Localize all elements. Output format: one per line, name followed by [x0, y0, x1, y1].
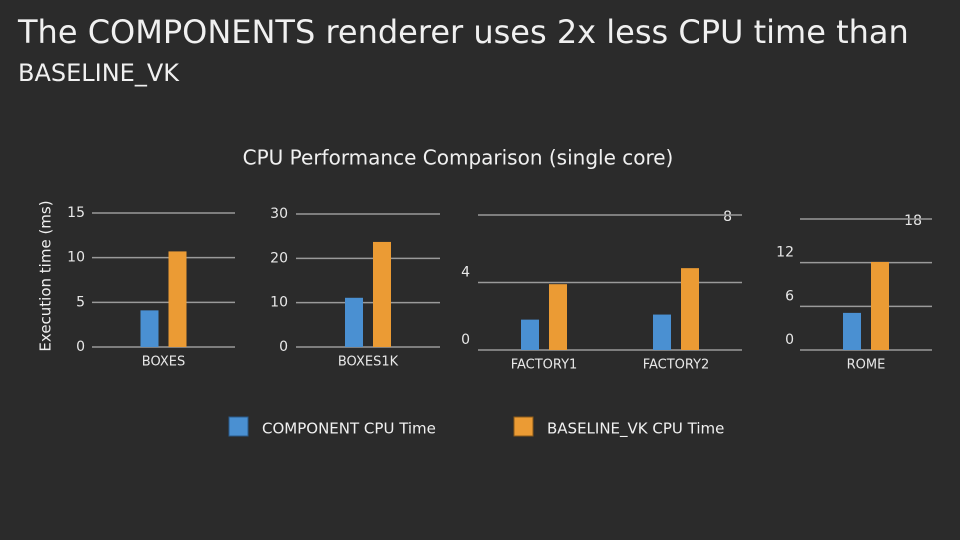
- y-tick-label: 0: [461, 332, 470, 348]
- legend-swatch: [228, 416, 249, 437]
- bar: [373, 241, 391, 347]
- y-tick-label: 10: [67, 250, 85, 266]
- bar: [345, 297, 363, 347]
- bar: [140, 310, 159, 347]
- x-tick-label: ROME: [847, 358, 886, 373]
- legend-label: COMPONENT CPU Time: [262, 420, 436, 438]
- y-tick-label: 4: [461, 265, 470, 281]
- y-tick-label: 18: [904, 213, 922, 229]
- bar: [168, 251, 187, 347]
- x-tick-label: BOXES1K: [338, 355, 399, 370]
- x-tick-label: BOXES: [142, 355, 185, 370]
- legend-label: BASELINE_VK CPU Time: [547, 420, 724, 439]
- figure-title: CPU Performance Comparison (single core): [243, 146, 674, 170]
- x-tick-label: FACTORY2: [643, 358, 710, 373]
- y-tick-label: 6: [785, 288, 794, 304]
- y-tick-label: 8: [723, 209, 732, 225]
- bar: [681, 268, 699, 350]
- y-tick-label: 0: [785, 332, 794, 348]
- x-tick-label: FACTORY1: [511, 358, 578, 373]
- y-tick-label: 30: [270, 206, 288, 222]
- y-tick-label: 5: [76, 294, 85, 310]
- y-axis-label: Execution time (ms): [37, 200, 55, 351]
- y-tick-label: 15: [67, 205, 85, 221]
- y-tick-label: 0: [76, 339, 85, 355]
- y-tick-label: 20: [270, 250, 288, 266]
- y-tick-label: 10: [270, 295, 288, 311]
- bar: [653, 314, 671, 350]
- y-tick-label: 12: [776, 245, 794, 261]
- legend-swatch: [513, 416, 534, 437]
- bar: [549, 284, 567, 350]
- slide-title: The COMPONENTS renderer uses 2x less CPU…: [17, 13, 909, 51]
- slide-title: BASELINE_VK: [18, 59, 180, 87]
- bar: [871, 261, 889, 350]
- y-tick-label: 0: [279, 339, 288, 355]
- bar: [521, 319, 539, 350]
- bar: [843, 312, 861, 350]
